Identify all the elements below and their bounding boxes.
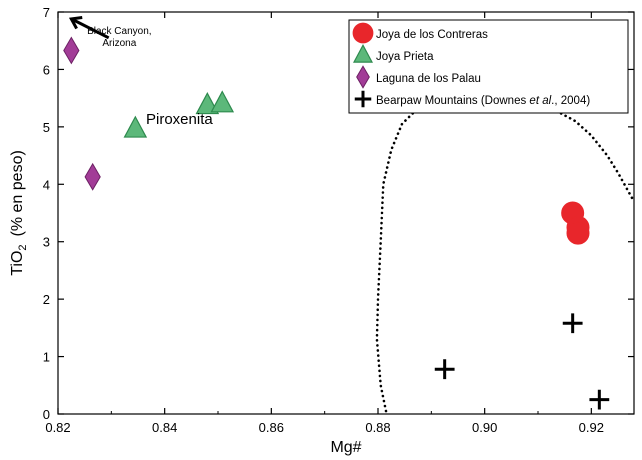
annotation-black-canyon-line2: Arizona <box>102 38 136 49</box>
legend-label-laguna-palau: Laguna de los Palau <box>376 73 481 85</box>
legend-label-joya-prieta: Joya Prieta <box>376 51 434 63</box>
y-tick-label: 2 <box>43 292 50 307</box>
data-point-laguna-de-los-palau <box>84 162 101 191</box>
legend-bearpaw-suffix: ., 2004) <box>551 95 590 107</box>
y-label-main: TiO <box>9 251 26 276</box>
data-point-joya-prieta <box>210 90 235 113</box>
y-label-rest: (% en peso) <box>9 150 26 236</box>
data-point-bearpaw-mountains <box>589 389 610 410</box>
legend-marker-joya-de-los-contreras <box>352 22 374 44</box>
data-points-group <box>63 36 610 410</box>
data-point-bearpaw-mountains <box>434 359 455 380</box>
y-tick-label: 4 <box>43 177 50 192</box>
data-point-bearpaw-mountains <box>562 313 583 334</box>
x-tick-label: 0.82 <box>45 420 70 435</box>
legend-label-bearpaw: Bearpaw Mountains (Downes et al., 2004) <box>376 95 590 107</box>
x-axis-label: Mg# <box>330 439 361 456</box>
y-tick-label: 5 <box>43 120 50 135</box>
y-tick-label: 1 <box>43 350 50 365</box>
y-tick-label: 0 <box>43 407 50 422</box>
y-tick-label: 7 <box>43 5 50 20</box>
y-tick-label: 6 <box>43 62 50 77</box>
data-point-joya-de-los-contreras <box>566 221 590 245</box>
black-canyon-arrow-shaft <box>70 17 110 40</box>
black-canyon-arrow-head <box>68 15 83 30</box>
y-axis-label: TiO2 (% en peso) <box>9 150 29 276</box>
plot-frame <box>57 11 635 415</box>
annotation-black-canyon-line1: Black Canyon, <box>87 26 151 37</box>
x-tick-label: 0.86 <box>259 420 284 435</box>
field-boundary-line <box>375 97 636 413</box>
legend-label-joya-contreras: Joya de los Contreras <box>376 29 488 41</box>
axes-group: 0.82 0.84 0.86 0.88 0.90 0.92 0 1 2 3 4 5 6 7 <box>43 5 635 435</box>
y-tick-label: 3 <box>43 235 50 250</box>
annotations-group: Piroxenita Black Canyon, Arizona <box>68 15 213 128</box>
annotation-piroxenita: Piroxenita <box>146 111 213 128</box>
legend-bearpaw-italic: et al <box>529 95 551 107</box>
x-tick-label: 0.90 <box>472 420 497 435</box>
data-point-joya-prieta <box>123 115 148 138</box>
x-tick-label: 0.92 <box>579 420 604 435</box>
data-point-laguna-de-los-palau <box>63 36 80 65</box>
legend-bearpaw-prefix: Bearpaw Mountains (Downes <box>376 95 529 107</box>
legend-marker-bearpaw-mountains <box>354 90 372 108</box>
y-label-sub: 2 <box>17 244 29 250</box>
legend-marker-laguna-de-los-palau <box>356 65 370 89</box>
x-tick-label: 0.84 <box>152 420 177 435</box>
legend-box <box>348 19 629 114</box>
x-tick-label: 0.88 <box>365 420 390 435</box>
legend: Joya de los Contreras Joya Prieta Laguna… <box>348 19 629 114</box>
field-boundary-group <box>375 97 636 413</box>
legend-marker-joya-prieta <box>352 43 374 63</box>
